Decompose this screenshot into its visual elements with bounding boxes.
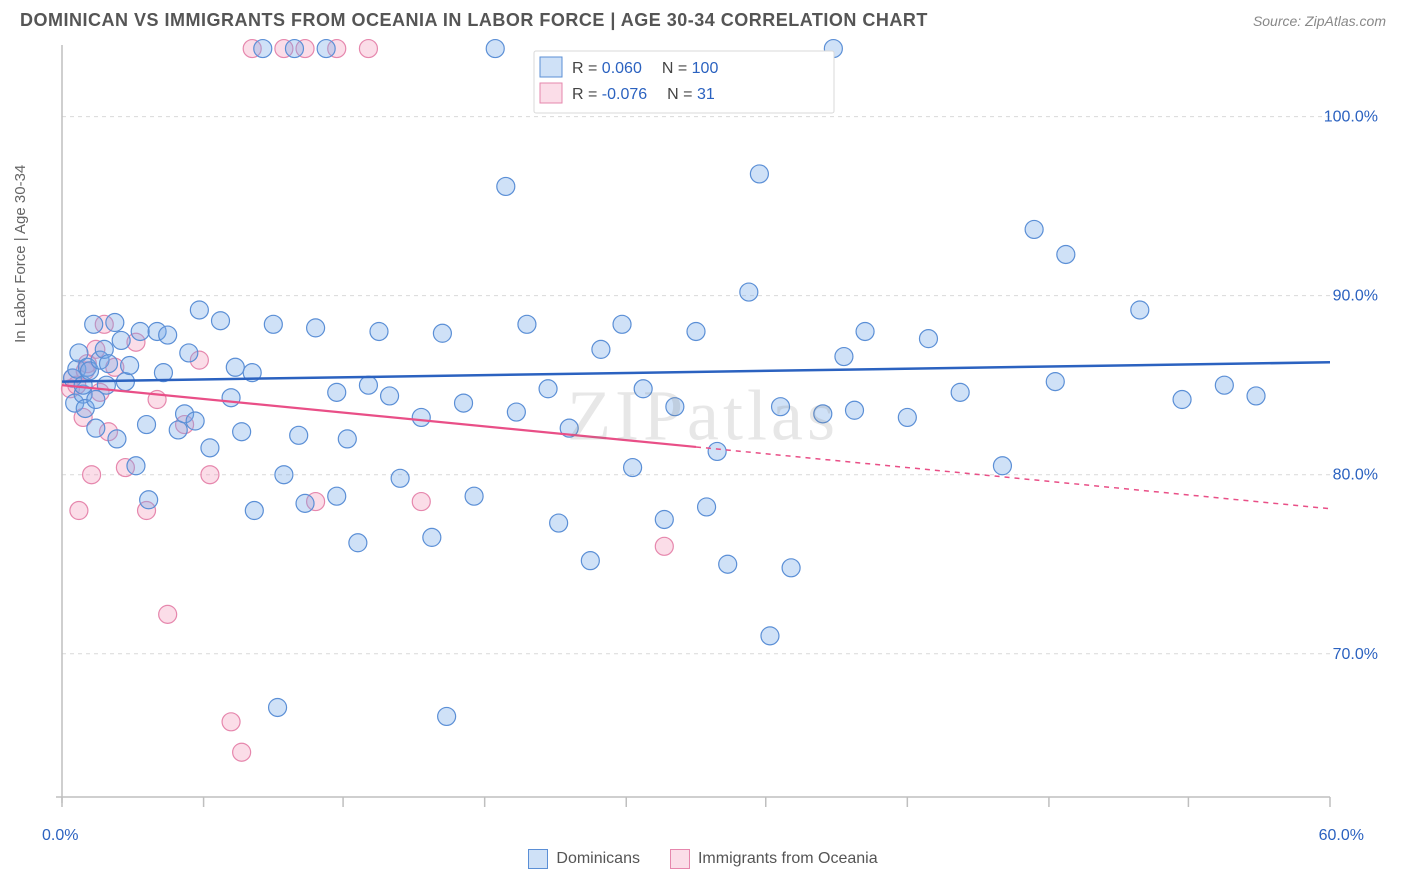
- svg-text:R = -0.076N = 31: R = -0.076N = 31: [572, 86, 715, 103]
- svg-text:90.0%: 90.0%: [1333, 288, 1378, 305]
- chart-container: In Labor Force | Age 30-34 70.0%80.0%90.…: [20, 37, 1386, 827]
- y-axis-label: In Labor Force | Age 30-34: [12, 165, 29, 343]
- svg-text:80.0%: 80.0%: [1333, 467, 1378, 484]
- chart-source: Source: ZipAtlas.com: [1253, 13, 1386, 29]
- legend-label-dominicans: Dominicans: [556, 850, 640, 868]
- x-max-label: 60.0%: [1319, 827, 1364, 845]
- correlation-scatter-chart: 70.0%80.0%90.0%100.0%R = 0.060N = 100R =…: [20, 37, 1386, 827]
- legend-swatch-dominicans: [528, 849, 548, 869]
- footer-legend: Dominicans Immigrants from Oceania: [0, 849, 1406, 869]
- legend-swatch-oceania: [670, 849, 690, 869]
- x-axis-labels: 0.0% 60.0%: [0, 827, 1406, 845]
- chart-title: DOMINICAN VS IMMIGRANTS FROM OCEANIA IN …: [20, 10, 928, 31]
- chart-header: DOMINICAN VS IMMIGRANTS FROM OCEANIA IN …: [0, 0, 1406, 37]
- svg-text:100.0%: 100.0%: [1324, 109, 1378, 126]
- svg-text:70.0%: 70.0%: [1333, 646, 1378, 663]
- legend-item-oceania: Immigrants from Oceania: [670, 849, 878, 869]
- legend-label-oceania: Immigrants from Oceania: [698, 850, 878, 868]
- legend-item-dominicans: Dominicans: [528, 849, 640, 869]
- x-min-label: 0.0%: [42, 827, 78, 845]
